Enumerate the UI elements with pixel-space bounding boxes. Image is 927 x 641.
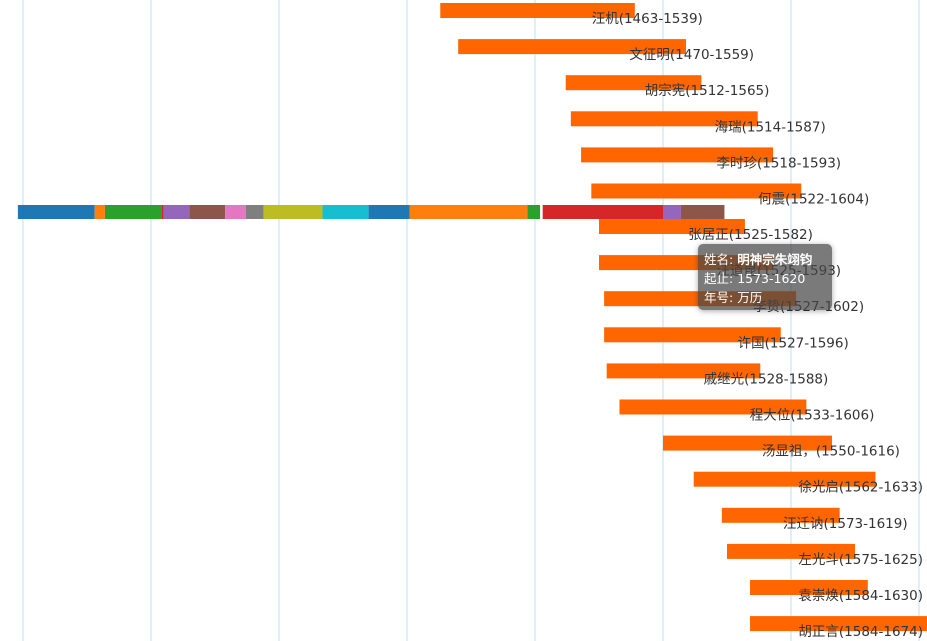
person-label-1: 文征明(1470-1559) [629,47,754,63]
person-label-14: 汪迁讷(1573-1619) [783,516,908,532]
person-label-2: 胡宗宪(1512-1565) [645,82,770,99]
person-label-16: 袁崇焕(1584-1630) [798,588,923,604]
person-label-11: 程大位(1533-1606) [750,408,875,424]
person-bar-10[interactable] [606,363,761,379]
person-bar-4[interactable] [581,147,774,163]
reign-segment-14[interactable] [542,205,663,219]
person-label-12: 汤显祖，(1550-1616) [762,444,900,460]
reign-segment-11[interactable] [409,205,528,219]
person-label-3: 海瑞(1514-1587) [715,119,826,135]
tooltip-range-row: 起止: 1573-1620 [704,271,806,286]
reign-segment-8[interactable] [263,205,323,219]
person-label-10: 戚继光(1528-1588) [704,371,829,387]
person-bar-14[interactable] [721,507,840,523]
person-bar-12[interactable] [663,435,832,451]
reign-segment-1[interactable] [94,205,105,219]
person-bar-2[interactable] [565,75,702,91]
person-bar-1[interactable] [458,39,687,55]
reign-segment-4[interactable] [163,205,190,219]
person-bar-0[interactable] [440,3,635,18]
reign-segment-6[interactable] [225,205,246,219]
person-bar-5[interactable] [591,183,802,199]
reign-segment-2[interactable] [104,205,162,219]
reign-segment-0[interactable] [17,205,95,219]
reign-segment-9[interactable] [322,205,369,219]
person-label-15: 左光斗(1575-1625) [798,552,923,568]
person-label-5: 何震(1522-1604) [758,192,869,208]
person-bar-6[interactable] [599,219,745,234]
reign-segment-15[interactable] [663,205,681,219]
reign-segment-16[interactable] [680,205,725,219]
person-label-13: 徐光启(1562-1633) [798,480,923,496]
person-bar-17[interactable] [750,616,927,632]
person-label-6: 张居正(1525-1582) [688,227,813,243]
person-bar-16[interactable] [750,580,868,595]
person-bar-15[interactable] [727,543,855,559]
reign-band[interactable] [17,205,725,219]
reign-segment-3[interactable] [161,205,164,219]
reign-segment-5[interactable] [189,205,226,219]
hover-tooltip: 姓名: 明神宗朱翊钧 起止: 1573-1620 年号: 万历 [698,244,832,310]
person-bar-13[interactable] [693,471,876,487]
reign-segment-13[interactable] [540,205,543,219]
person-bar-3[interactable] [570,111,758,127]
tooltip-name-row: 姓名: 明神宗朱翊钧 [704,252,813,267]
person-label-0: 汪机(1463-1539) [592,11,703,27]
person-label-17: 胡正言(1584-1674) [798,624,923,640]
person-bar-9[interactable] [604,327,781,343]
person-label-4: 李时珍(1518-1593) [716,155,841,171]
reign-segment-10[interactable] [368,205,410,219]
reign-segment-7[interactable] [245,205,264,219]
reign-segment-12[interactable] [527,205,541,219]
person-label-9: 许国(1527-1596) [738,335,849,351]
person-bar-11[interactable] [619,399,807,415]
grid-lines [22,0,920,641]
tooltip-era-row: 年号: 万历 [704,290,763,305]
